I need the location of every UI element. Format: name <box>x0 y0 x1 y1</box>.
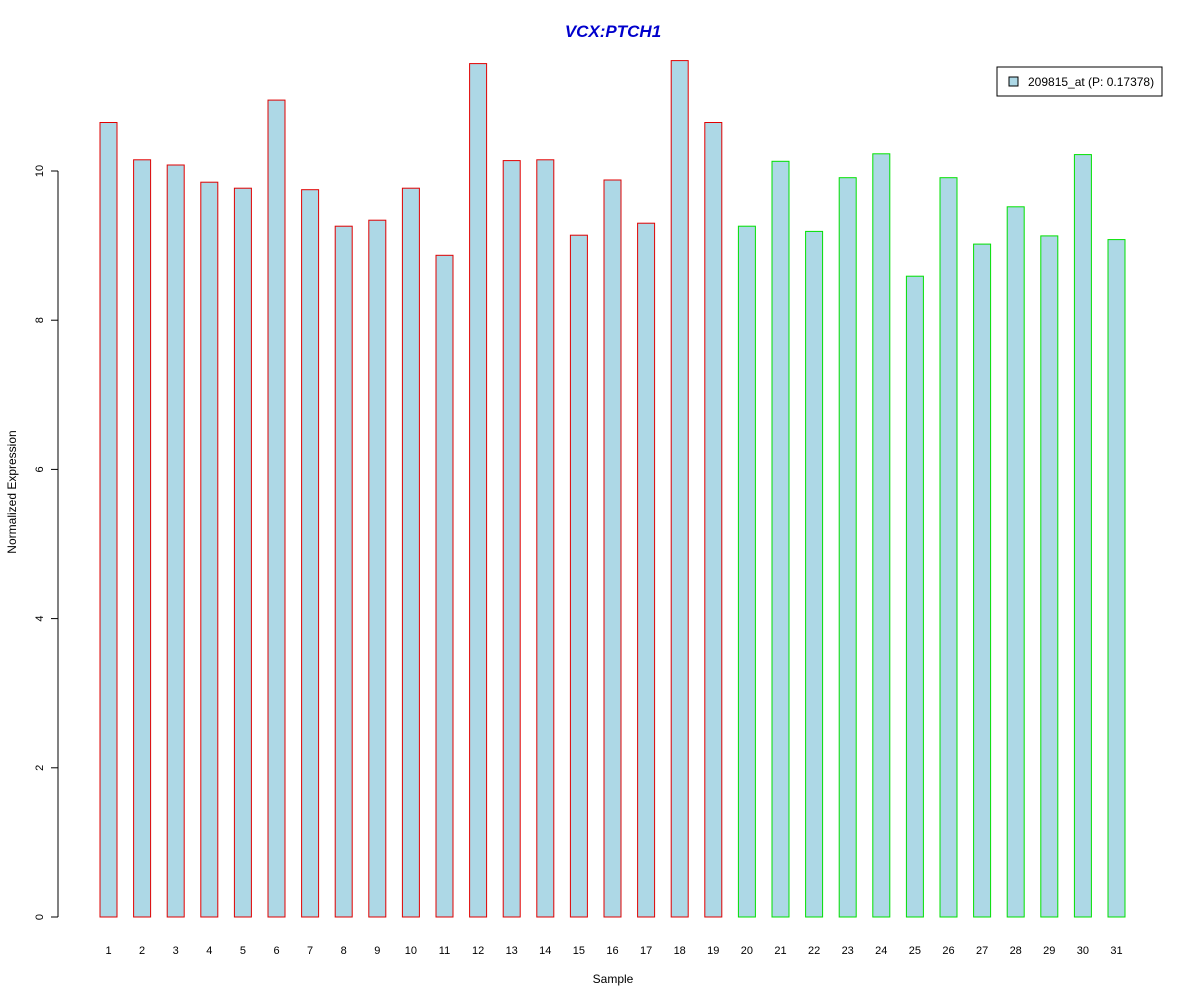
x-tick-label: 13 <box>506 945 518 957</box>
x-tick-label: 9 <box>374 945 380 957</box>
x-tick-label: 29 <box>1043 945 1055 957</box>
bar-sample-28 <box>1006 206 1025 918</box>
y-tick-label: 10 <box>34 165 46 177</box>
x-tick-label: 25 <box>909 945 921 957</box>
x-tick-label: 3 <box>173 945 179 957</box>
bars <box>99 60 1126 918</box>
bar-sample-14 <box>536 159 555 918</box>
legend-swatch <box>1008 76 1019 87</box>
bar-sample-12 <box>469 63 488 918</box>
x-tick-label: 17 <box>640 945 652 957</box>
bar-sample-19 <box>704 122 723 918</box>
x-tick-label: 24 <box>875 945 887 957</box>
bar-sample-20 <box>737 225 756 918</box>
bar-sample-22 <box>805 230 824 918</box>
bar-sample-1 <box>99 122 118 918</box>
x-tick-label: 19 <box>707 945 719 957</box>
x-tick-label: 10 <box>405 945 417 957</box>
y-tick-label: 0 <box>34 914 46 920</box>
legend: 209815_at (P: 0.17378) <box>996 66 1163 97</box>
x-tick-label: 8 <box>341 945 347 957</box>
bar-sample-24 <box>872 153 891 918</box>
x-tick-label: 4 <box>206 945 212 957</box>
bar-sample-29 <box>1040 235 1059 918</box>
bar-sample-25 <box>905 275 924 918</box>
x-tick-label: 1 <box>105 945 111 957</box>
y-tick-label: 6 <box>34 466 46 472</box>
bar-sample-30 <box>1073 154 1092 918</box>
bar-sample-10 <box>401 187 420 918</box>
bar-sample-18 <box>670 60 689 918</box>
chart-title: VCX:PTCH1 <box>565 22 661 41</box>
bar-sample-5 <box>233 187 252 918</box>
bar-sample-2 <box>133 159 152 918</box>
bar-sample-6 <box>267 99 286 918</box>
legend-box <box>996 66 1163 97</box>
bar-sample-11 <box>435 254 454 918</box>
x-axis-title: Sample <box>593 972 634 986</box>
bar-sample-21 <box>771 160 790 918</box>
x-tick-label: 14 <box>539 945 551 957</box>
bar-sample-26 <box>939 177 958 918</box>
bar-sample-3 <box>166 164 185 918</box>
bar-sample-27 <box>973 243 992 918</box>
x-tick-label: 20 <box>741 945 753 957</box>
x-tick-label: 31 <box>1110 945 1122 957</box>
x-tick-label: 5 <box>240 945 246 957</box>
x-tick-label: 15 <box>573 945 585 957</box>
bar-sample-23 <box>838 177 857 918</box>
y-axis: 0 2 4 6 8 10 <box>34 165 59 920</box>
bar-sample-15 <box>569 234 588 918</box>
bar-sample-8 <box>334 225 353 918</box>
x-tick-label: 23 <box>842 945 854 957</box>
x-tick-label: 22 <box>808 945 820 957</box>
bar-sample-7 <box>301 189 320 918</box>
x-tick-label: 6 <box>273 945 279 957</box>
y-tick-label: 4 <box>34 616 46 622</box>
bar-sample-31 <box>1107 239 1126 918</box>
bar-sample-13 <box>502 160 521 918</box>
bar-sample-4 <box>200 181 219 918</box>
x-tick-label: 21 <box>774 945 786 957</box>
x-tick-label: 28 <box>1010 945 1022 957</box>
x-tick-labels: 1 2 3 4 5 6 7 8 9 10 11 12 13 14 15 16 17 18 19 20 21 22 23 24 2… <box>105 945 1122 957</box>
x-tick-label: 11 <box>439 945 450 957</box>
x-tick-label: 12 <box>472 945 484 957</box>
x-tick-label: 2 <box>139 945 145 957</box>
y-tick-label: 8 <box>34 317 46 323</box>
y-tick-label: 2 <box>34 765 46 771</box>
x-tick-label: 27 <box>976 945 988 957</box>
bar-sample-9 <box>368 219 387 918</box>
x-tick-label: 7 <box>307 945 313 957</box>
x-tick-label: 26 <box>942 945 954 957</box>
bar-sample-17 <box>637 222 656 918</box>
x-tick-label: 30 <box>1077 945 1089 957</box>
y-axis-title: Normalized Expression <box>5 430 19 553</box>
bar-sample-16 <box>603 179 622 918</box>
legend-label: 209815_at (P: 0.17378) <box>1028 75 1154 89</box>
x-tick-label: 16 <box>606 945 618 957</box>
x-tick-label: 18 <box>674 945 686 957</box>
